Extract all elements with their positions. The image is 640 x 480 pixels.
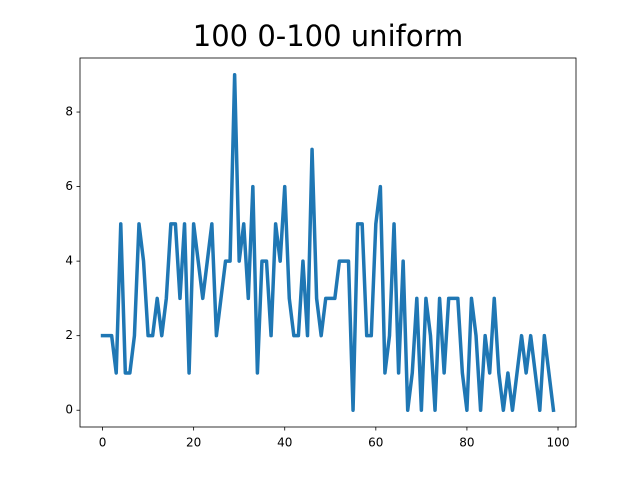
plot-frame bbox=[79, 57, 577, 428]
y-tick-label: 0 bbox=[65, 403, 73, 417]
x-tick-label: 40 bbox=[277, 436, 292, 450]
x-tick-label: 0 bbox=[99, 436, 107, 450]
x-tick-label: 80 bbox=[459, 436, 474, 450]
x-tick-label: 20 bbox=[186, 436, 201, 450]
x-tick-label: 100 bbox=[547, 436, 570, 450]
x-tick-label: 60 bbox=[368, 436, 383, 450]
y-tick-label: 8 bbox=[65, 105, 73, 119]
y-tick-label: 4 bbox=[65, 254, 73, 268]
y-tick-label: 2 bbox=[65, 328, 73, 342]
data-line bbox=[100, 73, 556, 413]
y-tick-label: 6 bbox=[65, 179, 73, 193]
chart-title: 100 0-100 uniform bbox=[193, 19, 464, 53]
